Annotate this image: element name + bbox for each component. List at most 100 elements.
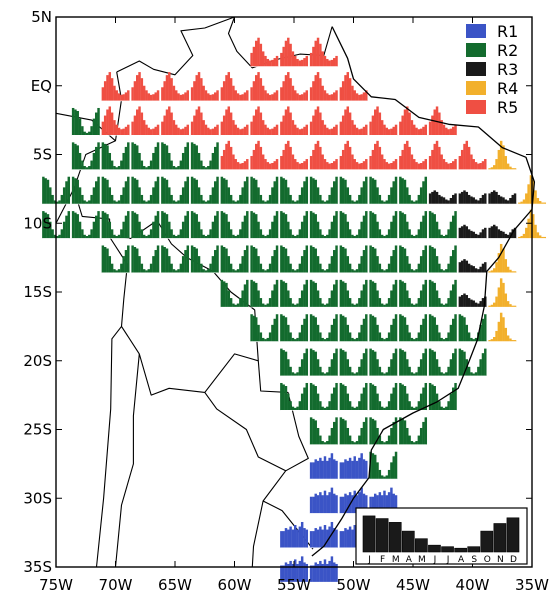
grid-cell-bar — [449, 359, 453, 376]
grid-cell-bar — [484, 227, 487, 239]
grid-cell-bar — [264, 339, 267, 342]
grid-cell-bar — [465, 226, 469, 239]
grid-cell-bar — [170, 112, 173, 136]
grid-cell-bar — [103, 178, 107, 205]
grid-cell-bar — [204, 90, 208, 101]
grid-cell-bar — [257, 324, 260, 342]
grid-cell-bar — [309, 245, 313, 273]
grid-cell-bar — [127, 142, 130, 170]
grid-cell-bar — [431, 281, 434, 308]
grid-cell-bar — [406, 187, 409, 205]
grid-cell-bar — [239, 94, 242, 101]
grid-cell-bar — [268, 332, 272, 342]
grid-cell-bar — [136, 109, 139, 136]
grid-cell-bar — [312, 418, 315, 445]
grid-cell-bar — [168, 106, 171, 136]
grid-cell-bar — [74, 109, 77, 136]
grid-cell-bar — [355, 127, 359, 136]
grid-cell-bar — [481, 353, 485, 376]
grid-cell-bar — [241, 256, 244, 273]
grid-cell-bar — [65, 215, 68, 239]
grid-cell-bar — [351, 337, 354, 342]
grid-cell-bar — [449, 324, 453, 342]
grid-cell-bar — [410, 441, 414, 445]
grid-cell-bar — [520, 236, 523, 239]
grid-cell-bar — [252, 149, 256, 170]
grid-cell-bar — [177, 166, 180, 170]
grid-cell-bar — [479, 232, 482, 239]
grid-cell-r5 — [280, 140, 309, 170]
grid-cell-bar — [378, 469, 382, 480]
grid-cell-bar — [440, 154, 443, 170]
grid-cell-bar — [319, 366, 322, 376]
grid-cell-bar — [401, 281, 404, 308]
grid-cell-bar — [294, 407, 297, 411]
grid-cell-bar — [257, 290, 260, 308]
grid-cell-bar — [369, 121, 372, 136]
grid-cell-bar — [314, 459, 317, 480]
grid-cell-bar — [229, 263, 233, 273]
grid-cell-bar — [156, 245, 160, 273]
grid-cell-bar — [319, 78, 322, 101]
grid-cell-bar — [305, 382, 309, 411]
grid-cell-bar — [190, 176, 194, 205]
grid-cell-bar — [287, 563, 290, 583]
grid-cell-bar — [378, 332, 382, 342]
grid-cell-bar — [353, 373, 356, 376]
inset-month-label: O — [484, 555, 491, 565]
grid-cell-bar — [433, 282, 436, 308]
grid-cell-bar — [351, 495, 354, 514]
grid-cell-bar — [220, 87, 224, 101]
grid-cell-bar — [312, 384, 315, 411]
grid-cell-bar — [296, 162, 299, 170]
grid-cell-r5 — [131, 72, 160, 102]
grid-cell-bar — [289, 526, 292, 548]
grid-cell-bar — [300, 556, 304, 583]
grid-cell-bar — [506, 234, 510, 239]
grid-cell-bar — [161, 87, 164, 101]
grid-cell-bar — [275, 245, 279, 273]
grid-cell-bar — [149, 194, 153, 205]
grid-cell-bar — [417, 332, 421, 342]
grid-cell-bar — [275, 211, 279, 239]
grid-cell-bar — [362, 318, 366, 342]
grid-cell-bar — [202, 269, 205, 273]
grid-cell-bar — [335, 55, 338, 67]
grid-cell-bar — [190, 245, 194, 273]
grid-cell-bar — [133, 81, 137, 101]
grid-cell-bar — [380, 303, 384, 308]
grid-cell-bar — [323, 525, 327, 548]
grid-cell-bar — [497, 287, 501, 308]
grid-cell-bar — [499, 243, 503, 273]
grid-cell-bar — [120, 129, 123, 136]
grid-cell-bar — [131, 211, 134, 239]
grid-cell-bar — [353, 124, 356, 136]
grid-cell-r5 — [309, 106, 338, 136]
grid-cell-bar — [291, 85, 295, 101]
grid-cell-bar — [341, 350, 345, 376]
grid-cell-bar — [147, 166, 151, 170]
grid-cell-bar — [305, 563, 309, 583]
grid-cell-bar — [222, 115, 226, 136]
grid-cell-bar — [294, 339, 297, 342]
grid-cell-bar — [83, 200, 86, 205]
grid-cell-bar — [387, 435, 391, 445]
grid-cell-bar — [280, 52, 283, 67]
grid-cell-r5 — [190, 72, 219, 102]
grid-cell-bar — [463, 293, 466, 308]
grid-cell-bar — [142, 85, 146, 101]
grid-cell-bar — [387, 401, 391, 411]
grid-cell-bar — [380, 475, 384, 480]
grid-cell-bar — [454, 279, 457, 308]
grid-cell-bar — [195, 109, 198, 136]
grid-cell-bar — [355, 303, 359, 308]
grid-cell-bar — [403, 143, 407, 170]
grid-cell-bar — [385, 337, 389, 342]
grid-cell-bar — [326, 93, 329, 101]
grid-cell-bar — [394, 245, 398, 273]
grid-cell-bar — [71, 107, 75, 136]
grid-cell-bar — [101, 87, 105, 101]
grid-cell-bar — [335, 124, 338, 136]
grid-cell-bar — [316, 324, 320, 342]
grid-cell-bar — [138, 106, 141, 136]
